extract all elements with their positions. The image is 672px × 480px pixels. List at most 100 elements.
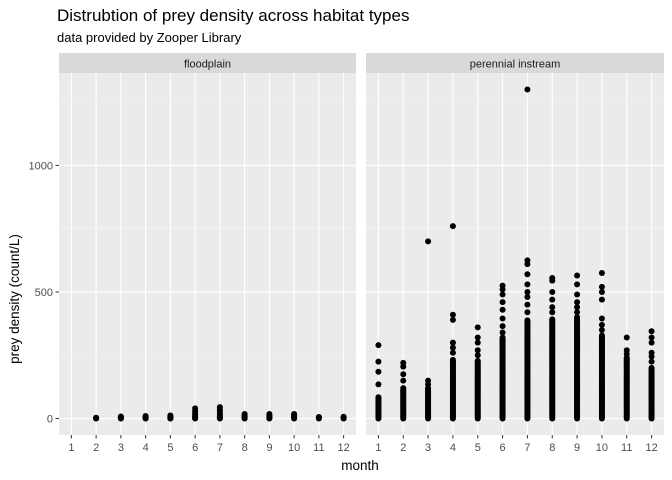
data-point xyxy=(499,329,506,336)
data-point xyxy=(524,86,531,93)
x-tick-label: 1 xyxy=(68,442,74,454)
data-point xyxy=(648,339,655,346)
points xyxy=(375,86,655,422)
data-point xyxy=(266,410,273,417)
chart-subtitle: data provided by Zooper Library xyxy=(57,30,242,45)
data-point xyxy=(117,413,124,420)
data-point xyxy=(449,223,456,230)
data-point xyxy=(574,309,581,316)
data-point xyxy=(524,281,531,288)
x-axis-title: month xyxy=(341,458,379,473)
data-point xyxy=(623,347,630,354)
x-tick-label: 9 xyxy=(266,442,272,454)
data-point xyxy=(623,334,630,341)
data-point xyxy=(499,315,506,322)
facet-panels: floodplain perennial instream xyxy=(59,53,664,435)
data-point xyxy=(524,309,531,316)
facet-strip-label: floodplain xyxy=(184,59,231,71)
data-point xyxy=(375,368,382,375)
data-point xyxy=(375,381,382,388)
data-point xyxy=(340,413,347,420)
data-point xyxy=(574,272,581,279)
data-point xyxy=(549,309,556,316)
data-point xyxy=(524,301,531,308)
data-point xyxy=(499,323,506,330)
data-point xyxy=(425,238,432,245)
data-point xyxy=(192,405,199,412)
data-point xyxy=(291,410,298,417)
data-point xyxy=(598,315,605,322)
facet-panel-2: perennial instream xyxy=(366,53,664,435)
x-tick-label: 7 xyxy=(524,442,530,454)
data-point xyxy=(598,321,605,328)
x-tick-label: 8 xyxy=(242,442,248,454)
x-tick-label: 2 xyxy=(93,442,99,454)
data-point xyxy=(449,339,456,346)
data-point xyxy=(499,291,506,298)
data-point xyxy=(167,412,174,419)
data-point xyxy=(474,334,481,341)
x-tick-label: 3 xyxy=(118,442,124,454)
data-point xyxy=(449,349,456,356)
points xyxy=(93,404,347,422)
data-point xyxy=(598,288,605,295)
y-tick-label: 500 xyxy=(35,287,53,299)
data-point xyxy=(400,377,407,384)
data-point xyxy=(474,347,481,354)
data-point xyxy=(93,414,100,421)
facet-panel-1: floodplain xyxy=(59,53,356,435)
data-point xyxy=(524,271,531,278)
data-point xyxy=(648,328,655,335)
data-point xyxy=(449,344,456,351)
data-point xyxy=(400,385,407,392)
x-tick-label: 10 xyxy=(596,442,608,454)
y-axis: 0 500 1000 xyxy=(29,160,59,426)
data-point xyxy=(574,291,581,298)
y-axis-title: prey density (count/L) xyxy=(7,234,22,364)
x-tick-label: 7 xyxy=(217,442,223,454)
data-point xyxy=(449,311,456,318)
data-point xyxy=(499,334,506,341)
data-point xyxy=(524,257,531,264)
x-tick-label: 8 xyxy=(549,442,555,454)
x-axes: 1 2 3 4 5 6 7 8 9 10 11 12 1 2 3 4 5 6 7 8 9 10 11 12 xyxy=(68,435,658,454)
data-point xyxy=(648,349,655,356)
x-tick-label: 5 xyxy=(475,442,481,454)
data-point xyxy=(425,377,432,384)
data-point xyxy=(216,404,223,411)
x-tick-label: 10 xyxy=(288,442,300,454)
y-tick-label: 0 xyxy=(47,414,53,426)
data-point xyxy=(375,394,382,401)
data-point xyxy=(549,275,556,282)
data-point xyxy=(598,326,605,333)
data-point xyxy=(549,316,556,323)
facet-strip-label: perennial instream xyxy=(470,59,561,71)
data-point xyxy=(499,282,506,289)
data-point xyxy=(648,358,655,365)
x-tick-label: 6 xyxy=(500,442,506,454)
x-tick-label: 1 xyxy=(375,442,381,454)
data-point xyxy=(400,359,407,366)
data-point xyxy=(598,283,605,290)
panel-background xyxy=(366,73,664,435)
data-point xyxy=(598,332,605,339)
x-axis-1: 1 2 3 4 5 6 7 8 9 10 11 12 xyxy=(68,435,350,454)
data-point xyxy=(524,317,531,324)
x-tick-label: 3 xyxy=(425,442,431,454)
data-point xyxy=(524,288,531,295)
data-point xyxy=(375,342,382,349)
y-tick-label: 1000 xyxy=(29,160,53,172)
x-tick-label: 12 xyxy=(338,442,350,454)
data-point xyxy=(241,410,248,417)
data-point xyxy=(400,371,407,378)
data-point xyxy=(315,414,322,421)
facet-strip xyxy=(366,53,664,73)
data-point xyxy=(449,356,456,363)
x-tick-label: 5 xyxy=(167,442,173,454)
data-point xyxy=(375,358,382,365)
data-point xyxy=(574,304,581,311)
data-point xyxy=(499,306,506,313)
data-point xyxy=(574,314,581,321)
data-point xyxy=(549,304,556,311)
x-tick-label: 11 xyxy=(621,442,632,454)
